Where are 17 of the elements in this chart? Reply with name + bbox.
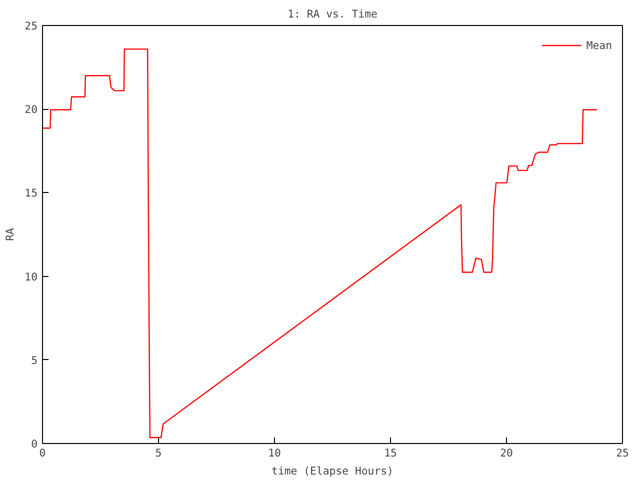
x-axis-title: time (Elapse Hours) (272, 464, 394, 478)
y-tick-label: 15 (24, 186, 38, 200)
y-axis-title: RA (4, 228, 17, 241)
x-tick-label: 0 (39, 446, 46, 460)
legend-label: Mean (586, 38, 612, 52)
chart-title: 1: RA vs. Time (288, 8, 378, 20)
x-tick-label: 20 (500, 446, 513, 460)
x-tick-label: 10 (268, 446, 281, 460)
y-tick-label: 20 (24, 103, 38, 116)
line-series (42, 48, 598, 438)
y-tick-label: 25 (24, 20, 38, 32)
y-tick-label: 0 (31, 438, 38, 450)
x-tick-label: 5 (155, 446, 162, 460)
y-tick-label: 10 (24, 270, 38, 284)
x-tick-label: 25 (616, 446, 629, 460)
x-tick-label: 15 (384, 446, 397, 460)
y-tick-label: 5 (31, 354, 38, 367)
